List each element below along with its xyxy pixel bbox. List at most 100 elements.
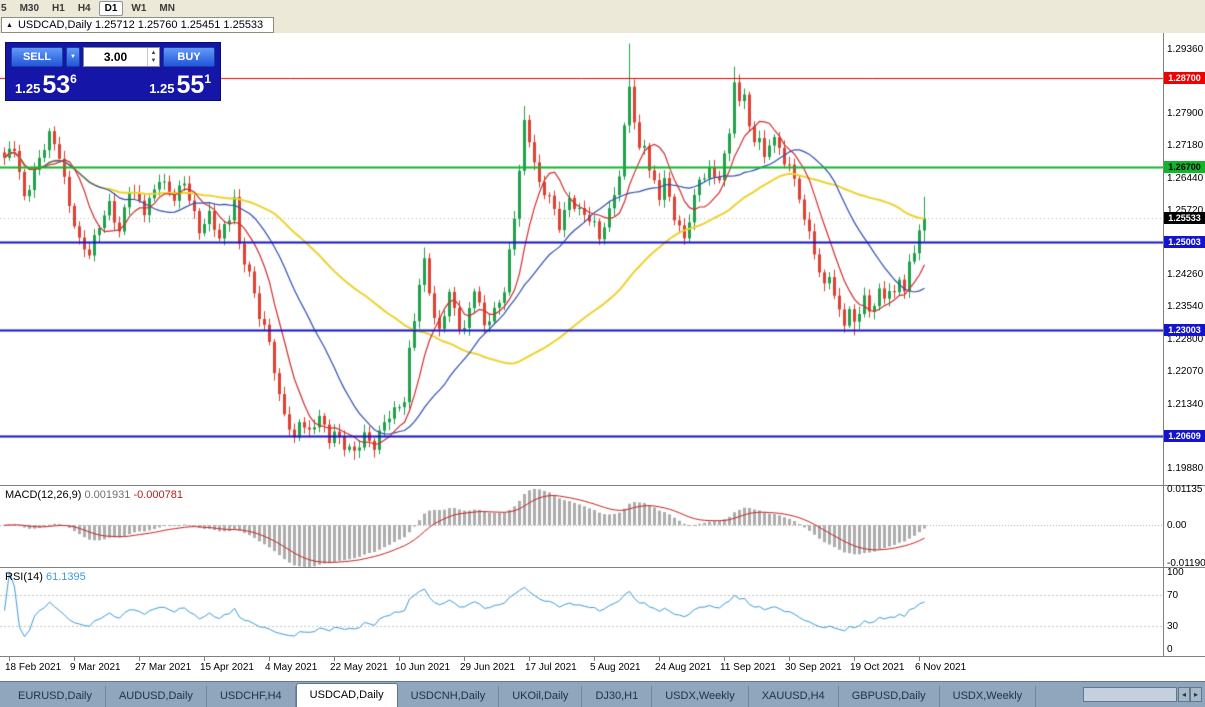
time-axis-tick [594, 657, 595, 661]
price-tick-label: 1.22800 [1167, 334, 1204, 345]
price-line-badge[interactable]: 1.26700 [1164, 161, 1205, 173]
price-line-badge[interactable]: 1.20609 [1164, 430, 1205, 442]
chart-tab-xauusd-h4[interactable]: XAUUSD,H4 [749, 686, 839, 707]
time-axis-separator [0, 656, 1205, 657]
lot-size-spinner[interactable]: ▲ ▼ [147, 47, 159, 66]
time-axis-tick [919, 657, 920, 661]
chart-tab-usdx-weekly[interactable]: USDX,Weekly [940, 686, 1037, 707]
chart-tab-dj30-h1[interactable]: DJ30,H1 [582, 686, 653, 707]
buy-price[interactable]: 1.25 55 1 [149, 73, 211, 98]
macd-panel-separator[interactable] [0, 485, 1205, 486]
chart-tab-ukoil-daily[interactable]: UKOil,Daily [499, 686, 583, 707]
price-tick-label: 1.26440 [1167, 173, 1204, 184]
time-axis-label: 29 Jun 2021 [460, 662, 516, 673]
price-line-badge[interactable]: 1.23003 [1164, 324, 1205, 336]
chart-window-icon: ▲ [6, 21, 13, 29]
chart-tab-usdcad-daily[interactable]: USDCAD,Daily [295, 683, 398, 707]
spinner-up-icon[interactable]: ▲ [150, 49, 157, 56]
one-click-trading-panel: SELL ▼ 3.00 ▲ ▼ BUY 1.25 53 6 [5, 42, 221, 101]
chart-tab-eurusd-daily[interactable]: EURUSD,Daily [5, 686, 106, 707]
trade-options-dropdown-icon[interactable]: ▼ [66, 46, 80, 67]
rsi-name: RSI(14) [5, 571, 43, 583]
timeframe-button-mn[interactable]: MN [159, 3, 175, 14]
time-axis-tick [529, 657, 530, 661]
time-axis-label: 17 Jul 2021 [525, 662, 577, 673]
time-axis-label: 5 Aug 2021 [590, 662, 641, 673]
timeframe-button-5[interactable]: 5 [1, 3, 7, 14]
price-tick-label: 1.24260 [1167, 269, 1204, 280]
current-price-badge: 1.25533 [1164, 212, 1205, 224]
time-axis-label: 4 May 2021 [265, 662, 318, 673]
timeframe-button-h4[interactable]: H4 [77, 3, 91, 14]
sell-price-main: 53 [42, 71, 71, 99]
price-line-badge[interactable]: 1.25003 [1164, 236, 1205, 248]
price-tick-label: 1.27900 [1167, 108, 1204, 119]
chart-tab-usdx-weekly[interactable]: USDX,Weekly [652, 686, 749, 707]
chart-title-strip: ▲ USDCAD,Daily 1.25712 1.25760 1.25451 1… [0, 17, 1205, 33]
timeframe-button-m30[interactable]: M30 [19, 3, 40, 14]
time-axis-label: 18 Feb 2021 [5, 662, 62, 673]
chart-tab-audusd-daily[interactable]: AUDUSD,Daily [106, 686, 207, 707]
spinner-down-icon[interactable]: ▼ [150, 57, 157, 64]
time-axis-tick [139, 657, 140, 661]
time-axis-tick [659, 657, 660, 661]
buy-price-prefix: 1.25 [149, 81, 175, 96]
buy-button[interactable]: BUY [163, 46, 215, 67]
buy-price-pipette: 1 [204, 72, 211, 86]
time-axis-label: 22 May 2021 [330, 662, 388, 673]
tab-scroll-right-button[interactable]: ▸ [1190, 687, 1202, 702]
macd-indicator-label: MACD(12,26,9) 0.001931 -0.000781 [5, 489, 183, 501]
lot-size-field[interactable]: 3.00 ▲ ▼ [83, 46, 160, 67]
timeframe-toolbar: 5 M30 H1 H4 D1 W1 MN [0, 0, 1205, 17]
sell-price-pipette: 6 [70, 72, 77, 86]
time-axis-label: 9 Mar 2021 [70, 662, 121, 673]
time-axis-tick [789, 657, 790, 661]
chart-tab-usdchf-h4[interactable]: USDCHF,H4 [207, 686, 296, 707]
macd-axis-label: 0.01135 [1167, 484, 1203, 495]
timeframe-button-w1[interactable]: W1 [131, 3, 147, 14]
tab-scroll-left-button[interactable]: ◂ [1178, 687, 1190, 702]
price-tick-label: 1.25720 [1167, 205, 1204, 216]
price-chart-canvas[interactable] [0, 33, 1163, 485]
timeframe-button-d1[interactable]: D1 [98, 1, 124, 16]
time-axis-tick [724, 657, 725, 661]
time-axis-label: 15 Apr 2021 [200, 662, 254, 673]
time-axis-tick [854, 657, 855, 661]
macd-axis-label: 0.00 [1167, 520, 1187, 531]
buy-price-main: 55 [176, 71, 205, 99]
rsi-axis-label: 0 [1167, 644, 1173, 655]
tab-scrollbar: ◂ ▸ [1083, 687, 1203, 702]
rsi-axis-label: 30 [1167, 621, 1179, 632]
timeframe-button-h1[interactable]: H1 [52, 3, 65, 14]
chart-window-title-tab[interactable]: ▲ USDCAD,Daily 1.25712 1.25760 1.25451 1… [1, 17, 275, 33]
lot-size-value[interactable]: 3.00 [103, 49, 128, 64]
time-axis-label: 11 Sep 2021 [720, 662, 776, 673]
rsi-panel-separator[interactable] [0, 567, 1205, 568]
sell-price[interactable]: 1.25 53 6 [15, 73, 77, 98]
chart-tab-usdcnh-daily[interactable]: USDCNH,Daily [398, 686, 500, 707]
sell-button[interactable]: SELL [11, 46, 63, 67]
rsi-axis-label: 100 [1167, 567, 1184, 578]
rsi-value: 61.1395 [45, 571, 86, 583]
sell-price-prefix: 1.25 [15, 81, 41, 96]
macd-axis-label: -0.01190 [1167, 558, 1205, 569]
price-tick-label: 1.29360 [1167, 44, 1204, 55]
price-tick-label: 1.23540 [1167, 301, 1204, 312]
time-axis-label: 30 Sep 2021 [785, 662, 842, 673]
time-axis-label: 24 Aug 2021 [655, 662, 712, 673]
time-axis-tick [269, 657, 270, 661]
time-axis-label: 10 Jun 2021 [395, 662, 451, 673]
chart-tab-bar: ◂ ▸ EURUSD,Daily AUDUSD,Daily USDCHF,H4 USD… [0, 681, 1205, 707]
tab-scrollbar-thumb[interactable] [1083, 687, 1177, 702]
rsi-axis-label: 70 [1167, 590, 1179, 601]
time-axis-tick [204, 657, 205, 661]
macd-indicator-canvas[interactable] [0, 486, 1163, 567]
macd-signal-value: -0.000781 [133, 489, 183, 501]
rsi-indicator-canvas[interactable] [0, 568, 1163, 656]
price-line-badge[interactable]: 1.28700 [1164, 72, 1205, 84]
macd-name: MACD(12,26,9) [5, 489, 82, 501]
chart-tab-gbpusd-daily[interactable]: GBPUSD,Daily [839, 686, 940, 707]
macd-main-value: 0.001931 [84, 489, 131, 501]
time-axis-tick [399, 657, 400, 661]
